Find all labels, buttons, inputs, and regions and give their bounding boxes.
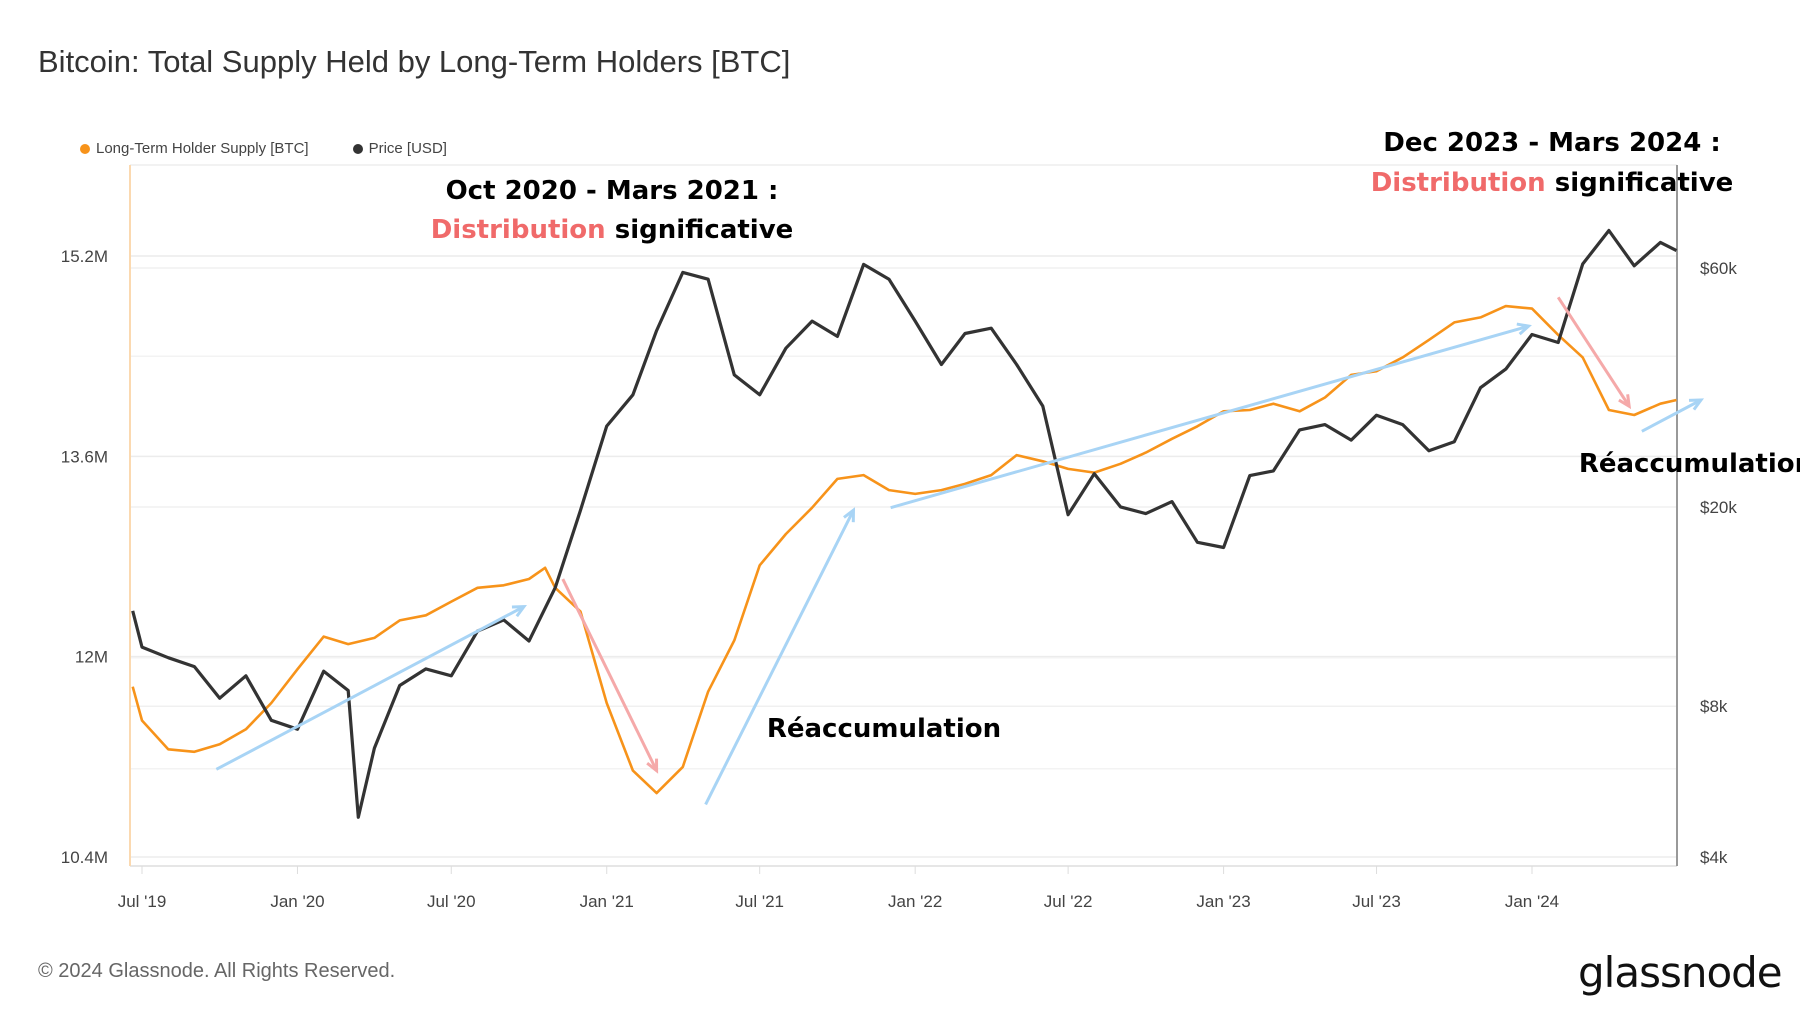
x-tick-label: Jul '21 [735,892,784,911]
x-tick-label: Jul '23 [1352,892,1401,911]
x-tick-label: Jan '21 [580,892,634,911]
y-right-tick-label: $20k [1700,498,1737,517]
y-right-tick-label: $4k [1700,848,1728,867]
accumulation-arrow [704,507,856,806]
chart-title: Bitcoin: Total Supply Held by Long-Term … [38,44,791,79]
y-right-tick-label: $60k [1700,259,1737,278]
accumulation-arrow [215,604,527,771]
legend-label: Long-Term Holder Supply [BTC] [96,140,309,157]
glassnode-logo: glassnode [1578,948,1783,997]
legend: Long-Term Holder Supply [BTC] Price [USD… [80,140,447,157]
y-right-tick-label: $8k [1700,697,1728,716]
arrow-shaft [561,578,658,772]
y-left-tick-label: 10.4M [61,848,108,867]
x-tick-label: Jul '22 [1044,892,1093,911]
arrow-shaft [1641,398,1702,433]
arrow-head-icon [1618,394,1632,410]
y-left-tick-label: 15.2M [61,247,108,266]
legend-dot-icon [80,143,90,154]
legend-item-lth-supply[interactable]: Long-Term Holder Supply [BTC] [80,140,309,157]
x-tick-label: Jul '20 [427,892,476,911]
x-tick-label: Jan '20 [270,892,324,911]
arrow-shaft [1556,296,1631,408]
arrow-head-icon [1688,398,1705,411]
annotation-subtitle-2: Distribution significative [1371,168,1734,198]
annotation-significative: significative [1554,168,1734,198]
price-series [131,228,1678,819]
y-left-tick-label: 12M [75,648,108,667]
arrow-head-icon [843,507,856,523]
y-left-tick-label: 13.6M [61,447,108,466]
annotation-distribution: Distribution [430,215,606,245]
distribution-arrow [561,578,659,774]
x-tick-label: Jan '23 [1196,892,1250,911]
arrow-head-icon [1516,322,1532,336]
arrow-shaft [215,605,525,771]
annotation-distribution: Distribution [1370,168,1546,198]
annotation-reaccumulation-2: Réaccumulation [1578,449,1800,479]
annotation-title-2: Dec 2023 - Mars 2024 : [1383,128,1721,158]
legend-dot-icon [352,143,363,154]
x-tick-label: Jan '24 [1505,892,1559,911]
annotation-title-1: Oct 2020 - Mars 2021 : [445,176,779,206]
copyright: © 2024 Glassnode. All Rights Reserved. [38,960,396,982]
distribution-arrow [1556,296,1632,410]
arrow-shaft [890,324,1530,510]
arrow-head-icon [511,604,527,618]
annotation-significative: significative [614,215,794,245]
annotation-reaccumulation-1: Réaccumulation [766,714,1002,744]
x-tick-label: Jul '19 [118,892,167,911]
arrow-shaft [704,509,855,806]
accumulation-arrow [890,322,1532,510]
annotation-subtitle-1: Distribution significative [431,215,794,245]
legend-item-price[interactable]: Price [USD] [352,140,447,157]
accumulation-arrow [1641,398,1705,433]
x-tick-label: Jan '22 [888,892,942,911]
legend-label: Price [USD] [368,140,447,157]
arrow-head-icon [646,758,659,774]
lth-supply-series [131,304,1677,795]
